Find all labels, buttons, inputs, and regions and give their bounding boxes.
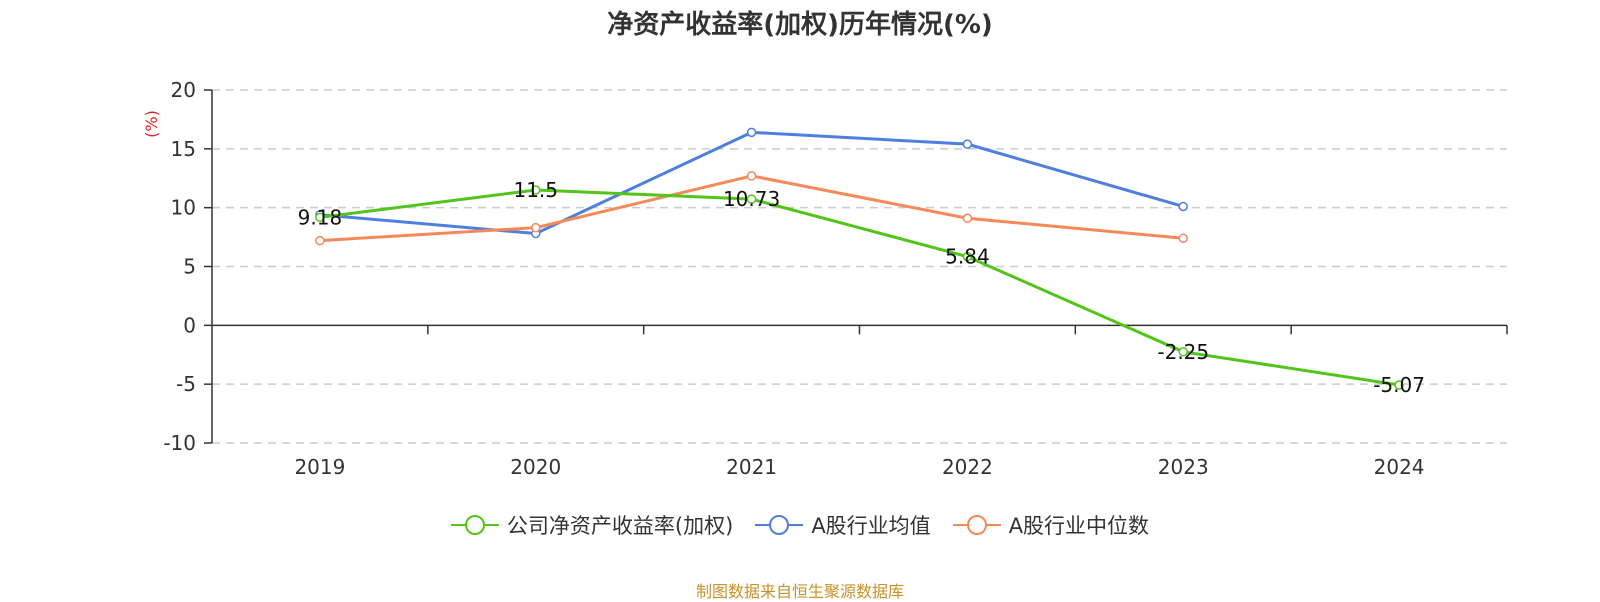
- series-line-1: [319, 130, 1184, 236]
- legend-item-industry-mean[interactable]: A股行业均值: [755, 510, 931, 540]
- data-point[interactable]: [746, 171, 757, 181]
- data-point[interactable]: [1178, 233, 1188, 244]
- data-point[interactable]: [1394, 380, 1404, 390]
- x-tick-label: 2024: [1374, 455, 1425, 479]
- y-tick-label: 10: [171, 196, 196, 220]
- chart-title: 净资产收益率(加权)历年情况(%): [607, 10, 993, 40]
- x-tick-label: 2020: [510, 455, 561, 479]
- legend-line-circle-icon: [450, 515, 499, 535]
- series-lines: [315, 127, 1404, 390]
- data-point[interactable]: [962, 139, 973, 149]
- data-labels: 9.18 11.5 10.73 5.84 -2.25 -5.07: [298, 178, 1425, 397]
- series-line-0: [319, 188, 1400, 387]
- legend-label: A股行业均值: [811, 514, 931, 538]
- source-note: 制图数据来自恒生聚源数据库: [695, 582, 904, 601]
- data-point[interactable]: [315, 235, 325, 246]
- legend-line-circle-icon: [952, 515, 1001, 535]
- y-tick-label: 15: [171, 137, 196, 161]
- data-point[interactable]: [531, 222, 541, 233]
- data-point[interactable]: [1178, 201, 1188, 212]
- y-tick-label: 5: [183, 255, 196, 279]
- legend-item-industry-median[interactable]: A股行业中位数: [952, 510, 1150, 540]
- legend: 公司净资产收益率(加权) A股行业均值 A股行业中位数: [0, 510, 1600, 540]
- y-axis-label: (%): [142, 110, 161, 138]
- x-tick-label: 2021: [726, 455, 777, 479]
- data-point[interactable]: [962, 213, 973, 224]
- y-tick-label: 0: [183, 313, 196, 337]
- data-point[interactable]: [746, 127, 757, 138]
- data-label: 5.84: [945, 245, 990, 269]
- data-point[interactable]: [315, 212, 325, 223]
- data-label: 11.5: [513, 178, 558, 202]
- x-tick-label: 2023: [1158, 455, 1209, 479]
- legend-item-company-roe[interactable]: 公司净资产收益率(加权): [450, 510, 734, 540]
- x-tick-label: 2019: [294, 455, 345, 479]
- legend-line-circle-icon: [755, 515, 804, 535]
- x-tick-label: 2022: [942, 455, 993, 479]
- y-tick-label: 20: [171, 78, 196, 102]
- y-tick-label: -5: [176, 372, 196, 396]
- legend-label: A股行业中位数: [1008, 514, 1150, 538]
- data-label: -2.25: [1157, 340, 1209, 364]
- data-point[interactable]: [746, 194, 757, 204]
- data-point[interactable]: [1178, 347, 1188, 357]
- data-label: 10.73: [723, 187, 780, 211]
- grid-lines: [212, 89, 1507, 444]
- data-point[interactable]: [962, 251, 973, 262]
- data-label: -5.07: [1373, 373, 1425, 397]
- y-tick-label: -10: [163, 431, 196, 455]
- axes: 20 15 10 5 0 -5 -10 2019 2020 2021 2022 2023 2024: [163, 78, 1508, 479]
- data-point[interactable]: [531, 185, 541, 195]
- data-label: 9.18: [298, 205, 343, 229]
- legend-label: 公司净资产收益率(加权): [506, 514, 734, 538]
